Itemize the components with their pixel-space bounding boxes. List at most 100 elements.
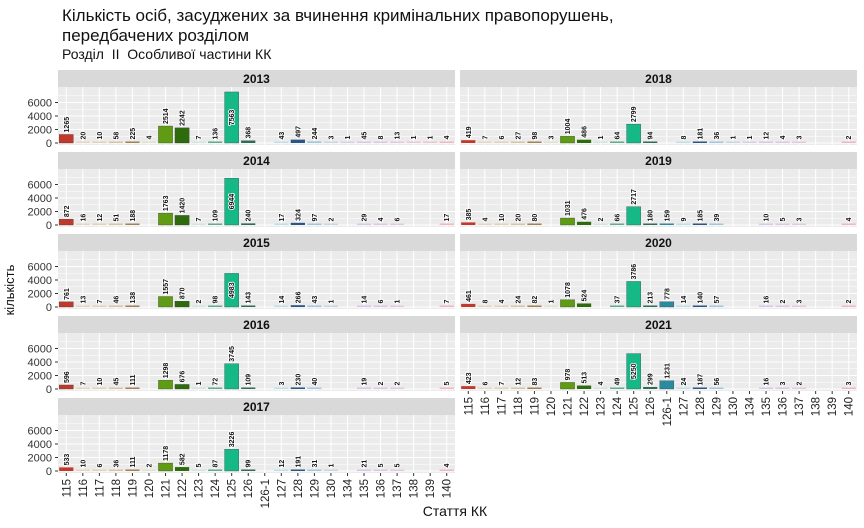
y-tick-label: 2000 — [28, 289, 52, 301]
data-label: 14 — [362, 296, 369, 304]
bar-2019-119 — [527, 223, 542, 225]
data-label: 2 — [196, 300, 203, 304]
bar-2017-119 — [125, 469, 140, 471]
data-label: 43 — [279, 132, 286, 140]
bar-2013-118 — [108, 141, 124, 143]
data-label: 187 — [697, 374, 704, 386]
x-tick-label: 127 — [276, 479, 288, 498]
data-label: 4 — [378, 218, 385, 222]
bar-2021-122 — [576, 385, 592, 389]
data-label: 266 — [295, 291, 302, 303]
bar-2014-118 — [108, 223, 124, 225]
x-tick-label: 130 — [326, 479, 338, 498]
data-label: 1 — [548, 300, 555, 304]
data-label: 6 — [97, 464, 104, 468]
bar-2017-126 — [241, 469, 256, 471]
bar-2019-118 — [510, 223, 526, 225]
facet-strip-label: 2013 — [243, 72, 270, 86]
data-label: 80 — [532, 214, 539, 222]
bar-2013-123 — [191, 141, 206, 143]
data-label: 5 — [780, 218, 787, 222]
bar-2017-129 — [307, 469, 322, 471]
bar-2014-125 — [224, 177, 239, 226]
bar-2017-128 — [290, 469, 305, 471]
data-label: 17 — [444, 214, 451, 222]
bar-2021-117 — [494, 387, 509, 389]
data-label: 140 — [697, 292, 704, 304]
x-tick-label: 134 — [744, 396, 756, 416]
bar-2013-119 — [125, 141, 140, 143]
bar-2020-118 — [510, 305, 526, 307]
y-tick-label: 2000 — [28, 207, 52, 219]
bar-2017-115 — [59, 467, 74, 471]
data-label: 13 — [80, 296, 87, 304]
bar-2017-127 — [274, 469, 289, 471]
x-tick-label: 137 — [392, 479, 404, 498]
bar-2017-117 — [92, 469, 107, 471]
x-tick-label: 126-1 — [260, 479, 272, 508]
bar-2021-126-1 — [659, 380, 675, 390]
data-label: 4 — [780, 136, 787, 140]
facet-strip — [58, 234, 455, 251]
bar-2021-116 — [477, 387, 492, 389]
x-tick-label: 138 — [811, 397, 823, 416]
bar-2013-129 — [307, 141, 322, 143]
bar-2013-120 — [141, 141, 157, 143]
bar-2018-126 — [643, 141, 658, 143]
bar-2018-129 — [709, 141, 724, 143]
bar-2013-121 — [158, 125, 173, 144]
bar-2019-116 — [477, 223, 492, 225]
data-label: 3786 — [631, 264, 638, 280]
bar-2014-128 — [290, 222, 305, 225]
data-label: 136 — [213, 128, 220, 140]
bar-2015-129 — [307, 305, 322, 307]
chart-title: Кількість осіб, засуджених за вчинення к… — [62, 6, 614, 46]
x-tick-label: 120 — [144, 479, 156, 498]
data-label: 1420 — [180, 198, 187, 214]
data-label: 72 — [213, 378, 220, 386]
x-tick-label: 117 — [496, 397, 508, 415]
data-label: 5 — [444, 382, 451, 386]
bar-2014-119 — [125, 223, 140, 225]
x-tick-label: 116 — [78, 479, 90, 497]
data-label: 7 — [80, 382, 87, 386]
bar-2018-119 — [527, 141, 542, 143]
data-label: 3 — [780, 382, 787, 386]
data-label: 213 — [648, 292, 655, 304]
bar-2017-125 — [224, 449, 239, 472]
data-label: 6 — [482, 382, 489, 386]
x-tick-label: 140 — [442, 479, 454, 498]
bar-2019-129 — [709, 223, 724, 225]
facet-strip-label: 2018 — [645, 72, 672, 86]
facet-strip-label: 2014 — [243, 154, 270, 168]
bar-2020-128 — [692, 305, 707, 307]
data-label: 3 — [797, 300, 804, 304]
bar-2015-125 — [224, 273, 239, 308]
data-label: 1763 — [163, 195, 170, 211]
bar-2015-135 — [356, 305, 372, 307]
bar-2014-135 — [356, 223, 372, 225]
data-label: 870 — [180, 287, 187, 299]
data-label: 1 — [196, 382, 203, 386]
data-label: 2 — [846, 136, 853, 140]
data-label: 1 — [411, 136, 418, 140]
data-label: 14 — [681, 296, 688, 304]
x-tick-label: 136 — [778, 397, 790, 416]
bar-2019-126 — [643, 223, 658, 225]
data-label: 2 — [598, 218, 605, 222]
bar-2020-127 — [676, 305, 691, 307]
data-label: 533 — [64, 454, 71, 466]
x-tick-label: 126 — [645, 397, 657, 416]
bar-2018-116 — [477, 141, 492, 143]
bar-2017-120 — [141, 469, 157, 471]
bar-2017-137 — [389, 469, 405, 471]
y-tick-label: 2000 — [28, 125, 52, 137]
bar-2017-124 — [208, 469, 223, 471]
x-tick-label: 138 — [409, 479, 421, 498]
data-label: 1004 — [565, 119, 572, 135]
data-label: 2 — [378, 382, 385, 386]
data-label: 40 — [312, 378, 319, 386]
facet-strip — [58, 70, 455, 87]
data-label: 87 — [213, 460, 220, 468]
